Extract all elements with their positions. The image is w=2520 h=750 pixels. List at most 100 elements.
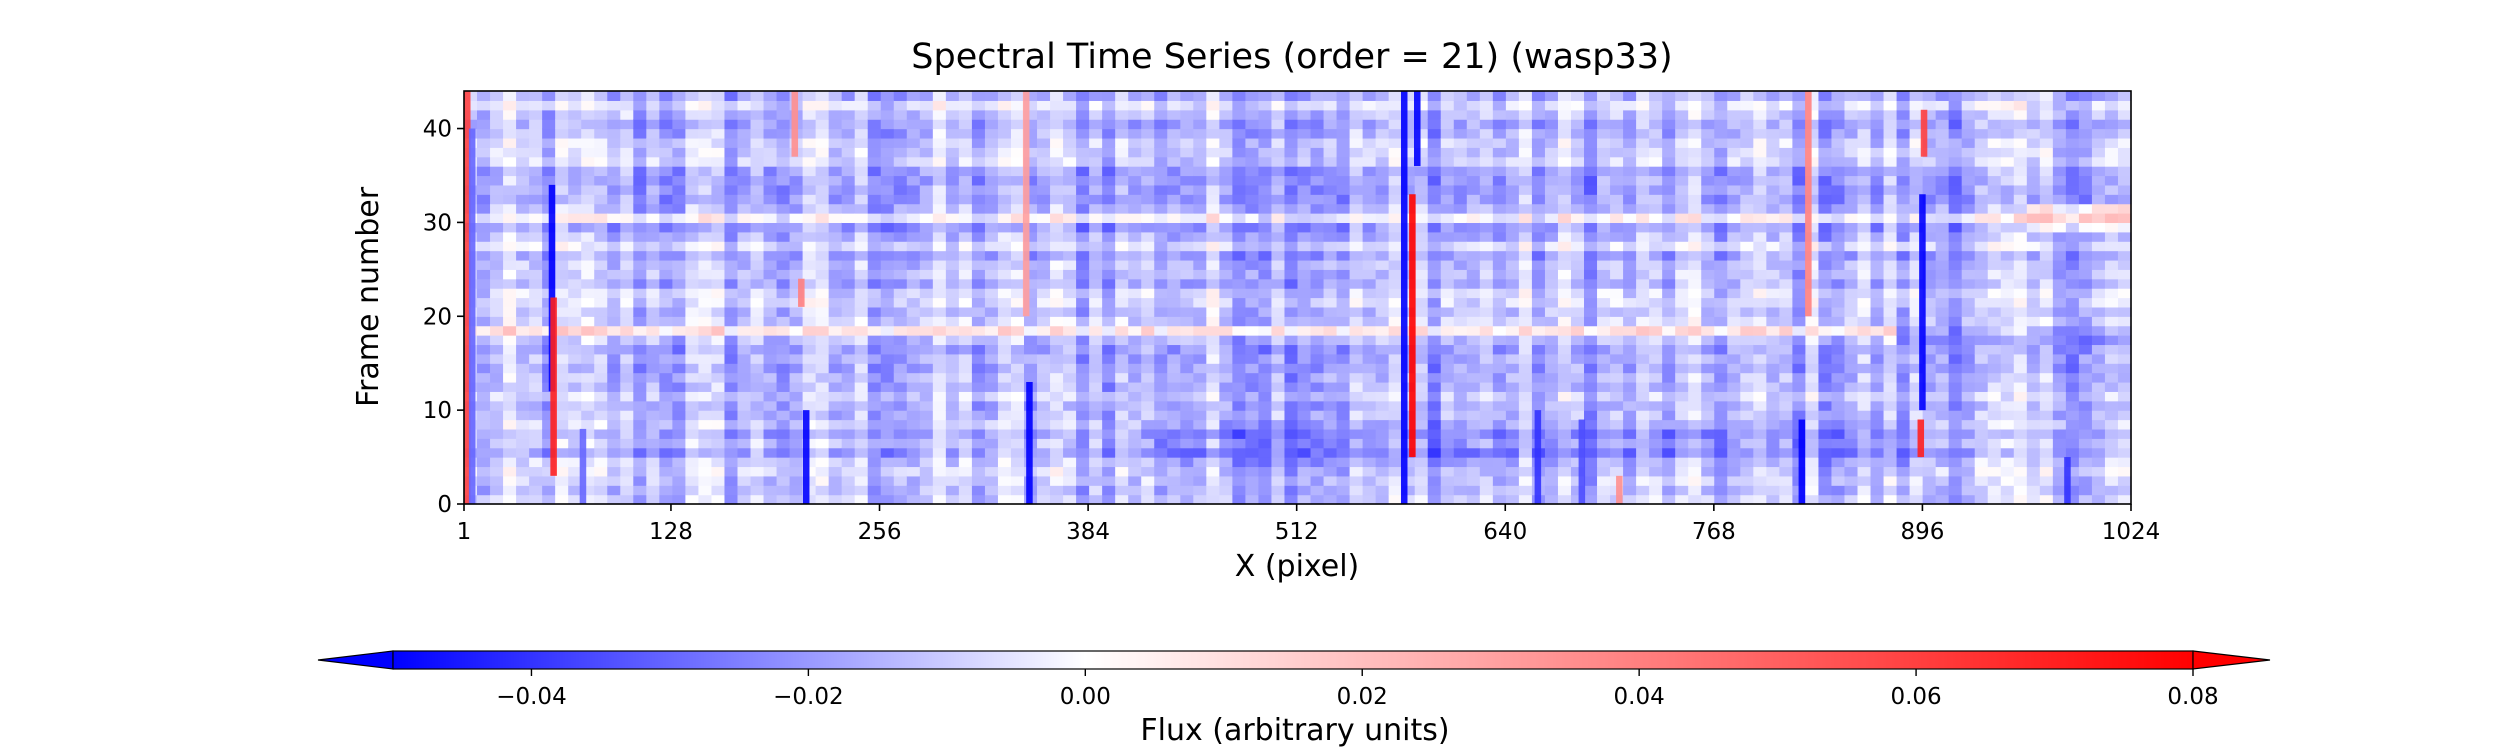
heatmap-cell — [1740, 410, 1754, 421]
heatmap-cell — [1714, 91, 1728, 101]
heatmap-cell — [490, 288, 504, 299]
heatmap-cell — [1557, 100, 1572, 111]
heatmap-cell — [1010, 250, 1025, 261]
heatmap-cell — [1427, 222, 1442, 233]
heatmap-cell — [646, 410, 660, 421]
heatmap-cell — [1649, 184, 1663, 195]
heatmap-cell — [1375, 400, 1390, 411]
heatmap-cell — [1518, 363, 1533, 374]
heatmap-cell — [1883, 147, 1898, 158]
heatmap-cell — [1258, 119, 1273, 130]
heatmap-cell — [1870, 147, 1885, 158]
heatmap-cell — [1636, 391, 1650, 402]
heatmap-cell — [1805, 259, 1820, 270]
heatmap-cell — [594, 363, 608, 374]
heatmap-cell — [1779, 438, 1793, 449]
heatmap-cell — [1649, 400, 1663, 411]
heatmap-cell — [1401, 109, 1416, 120]
heatmap-cell — [854, 372, 869, 383]
heatmap-cell — [1154, 438, 1168, 449]
heatmap-cell — [984, 494, 999, 505]
heatmap-cell — [1089, 109, 1103, 120]
heatmap-cell — [724, 400, 739, 411]
heatmap-cell — [490, 353, 504, 364]
heatmap-cell — [737, 128, 752, 139]
heatmap-cell — [789, 259, 804, 270]
heatmap-cell — [503, 306, 517, 317]
heatmap-cell — [1779, 447, 1793, 458]
heatmap-cell — [984, 184, 999, 195]
heatmap-cell — [1636, 222, 1650, 233]
heatmap-cell — [1323, 325, 1338, 336]
heatmap-cell — [750, 213, 765, 224]
heatmap-cell — [1245, 166, 1260, 177]
heatmap-cell — [1518, 316, 1533, 327]
heatmap-cell — [1544, 316, 1559, 327]
heatmap-cell — [1453, 269, 1468, 280]
heatmap-cell — [945, 213, 960, 224]
heatmap-cell — [1401, 166, 1416, 177]
heatmap-cell — [1570, 419, 1585, 430]
heatmap-cell — [1675, 250, 1689, 261]
heatmap-cell — [724, 194, 739, 205]
heatmap-cell — [1141, 466, 1155, 477]
heatmap-cell — [1766, 475, 1780, 486]
heatmap-cell — [503, 231, 517, 242]
heatmap-cell — [984, 269, 999, 280]
heatmap-cell — [1453, 259, 1468, 270]
heatmap-cell — [1375, 288, 1390, 299]
heatmap-cell — [906, 447, 921, 458]
heatmap-cell — [1440, 485, 1455, 496]
heatmap-cell — [698, 391, 713, 402]
heatmap-cell — [646, 128, 660, 139]
heatmap-cell — [828, 119, 843, 130]
heatmap-cell — [1649, 316, 1663, 327]
heatmap-cell — [633, 128, 647, 139]
heatmap-cell — [1362, 410, 1377, 421]
heatmap-cell — [1076, 231, 1090, 242]
heatmap-cell — [1323, 231, 1338, 242]
heatmap-cell — [555, 419, 569, 430]
heatmap-cell — [1336, 175, 1351, 186]
heatmap-cell — [750, 175, 765, 186]
heatmap-cell — [1557, 485, 1572, 496]
heatmap-cell — [1909, 250, 1924, 261]
heatmap-cell — [503, 100, 517, 111]
heatmap-cell — [1688, 147, 1702, 158]
heatmap-cell — [1570, 428, 1585, 439]
heatmap-cell — [1649, 166, 1663, 177]
heatmap-cell — [776, 109, 791, 120]
heatmap-cell — [477, 485, 491, 496]
heatmap-cell — [1662, 147, 1676, 158]
heatmap-cell — [1037, 353, 1051, 364]
heatmap-cell — [620, 147, 634, 158]
heatmap-cell — [490, 485, 504, 496]
heatmap-cell — [1518, 203, 1533, 214]
heatmap-cell — [945, 184, 960, 195]
heatmap-cell — [1597, 353, 1611, 364]
heatmap-cell — [659, 335, 673, 346]
heatmap-cell — [1557, 91, 1572, 101]
heatmap-cell — [1115, 269, 1129, 280]
heatmap-cell — [1623, 438, 1637, 449]
heatmap-cell — [1297, 166, 1312, 177]
heatmap-cell — [1896, 410, 1911, 421]
heatmap-cell — [529, 222, 543, 233]
heatmap-cell — [1740, 147, 1754, 158]
heatmap-cell — [1284, 100, 1299, 111]
heatmap-cell — [906, 119, 921, 130]
heatmap-cell — [1792, 372, 1807, 383]
heatmap-cell — [828, 494, 843, 505]
heatmap-cell — [1284, 353, 1299, 364]
heatmap-cell — [1219, 457, 1233, 468]
heatmap-cell — [568, 457, 582, 468]
heatmap-cell — [1557, 156, 1572, 167]
heatmap-cell — [568, 400, 582, 411]
heatmap-cell — [1922, 213, 1937, 224]
heatmap-cell — [880, 269, 895, 280]
heatmap-cell — [1844, 381, 1859, 392]
heatmap-cell — [1844, 147, 1859, 158]
heatmap-cell — [1662, 119, 1676, 130]
heatmap-cell — [945, 485, 960, 496]
heatmap-cell — [555, 344, 569, 355]
